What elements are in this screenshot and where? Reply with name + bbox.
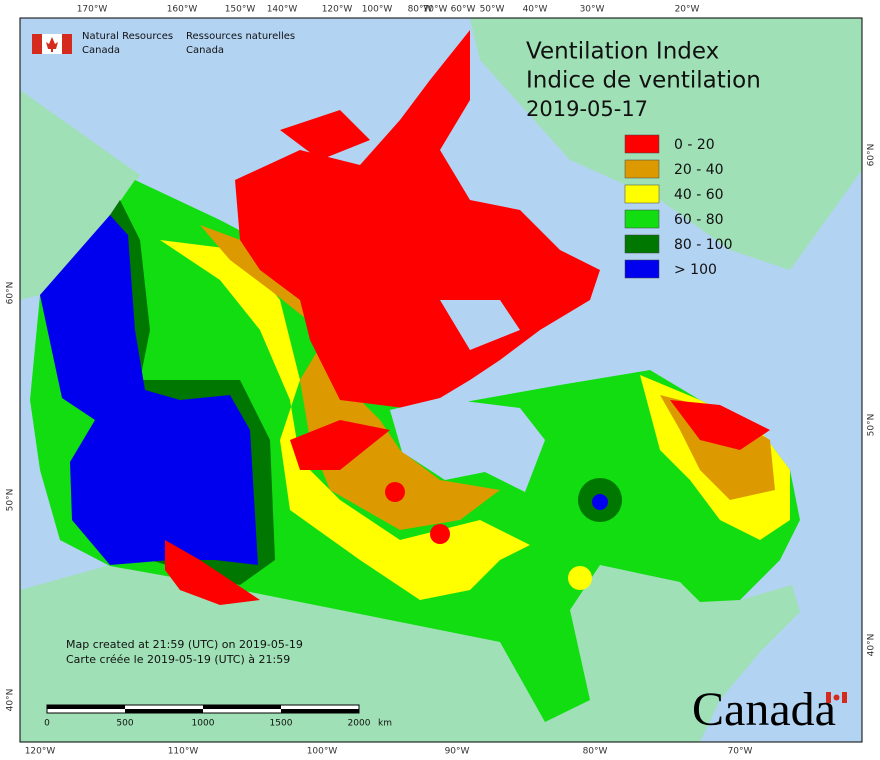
maple-leaf — [833, 694, 840, 701]
graticule-label: 70°W — [423, 5, 448, 15]
graticule-label: 100°W — [362, 5, 393, 15]
graticule-label: 120°W — [322, 5, 353, 15]
graticule-label: 70°W — [728, 747, 753, 757]
scale-unit: km — [378, 719, 392, 729]
flag-bar — [842, 692, 847, 703]
graticule-label: 20°W — [675, 5, 700, 15]
title-block: Ventilation Index Indice de ventilation 20… — [526, 39, 761, 122]
zone-20-40 — [200, 225, 500, 530]
scale-seg — [281, 709, 359, 713]
flag-bar — [62, 34, 72, 54]
zone-0-20-mid — [290, 420, 390, 470]
graticule-label: 100°W — [307, 747, 338, 757]
graticule-label: 120°W — [25, 747, 56, 757]
legend-swatch — [624, 234, 660, 254]
channel — [440, 300, 520, 350]
blob — [568, 566, 592, 590]
legend-label: 20 - 40 — [674, 162, 724, 178]
maple-leaf — [46, 37, 58, 52]
graticule-label: 80°W — [408, 5, 433, 15]
title-line: 2019-05-17 — [526, 97, 648, 121]
title-line: Indice de ventilation — [526, 68, 761, 94]
legend-label: 40 - 60 — [674, 187, 724, 203]
zone-0-20-east — [670, 400, 770, 450]
graticule-label: 60°N — [6, 282, 16, 305]
agency-fr: Canada — [186, 45, 224, 56]
scale-label: 1000 — [192, 719, 215, 729]
legend-label: 80 - 100 — [674, 237, 733, 253]
graticule-label: 50°N — [867, 414, 877, 437]
legend-swatch — [624, 134, 660, 154]
island — [280, 110, 370, 160]
graticule-label: 60°N — [867, 144, 877, 167]
credit-fr: Carte créée le 2019-05-19 (UTC) à 21:59 — [66, 653, 290, 666]
graticule-label: 90°W — [445, 747, 470, 757]
scale-label: 500 — [116, 719, 133, 729]
frame — [19, 17, 863, 743]
graticule-label: 150°W — [225, 5, 256, 15]
graticule-label: 160°W — [167, 5, 198, 15]
scale-bar: 0 500 1000 1500 2000 km — [44, 704, 392, 729]
zone-0-20-south — [165, 540, 260, 605]
agency-fr: Ressources naturelles — [186, 31, 295, 42]
wordmark-text: Canada — [692, 683, 836, 736]
legend: 0 - 20 20 - 40 40 - 60 60 - 80 80 - 100 > 100 — [624, 134, 733, 279]
greenland — [470, 18, 862, 270]
legend-label: > 100 — [674, 262, 717, 278]
legend-swatch — [624, 209, 660, 229]
flag-bar — [32, 34, 42, 54]
alaska — [20, 90, 140, 300]
graticule-label: 30°W — [580, 5, 605, 15]
zone-40-60 — [160, 240, 530, 600]
usa — [20, 565, 800, 742]
graticule-label: 40°N — [867, 634, 877, 657]
scale-label: 0 — [44, 719, 50, 729]
graticule-label: 80°W — [583, 747, 608, 757]
blob — [385, 482, 405, 502]
title-line: Ventilation Index — [526, 39, 719, 65]
credit-en: Map created at 21:59 (UTC) on 2019-05-19 — [66, 638, 303, 651]
scale-seg — [125, 709, 203, 713]
scale-seg — [47, 705, 125, 709]
flag-bar — [826, 692, 831, 703]
legend-label: 0 - 20 — [674, 137, 715, 153]
graticule-label: 50°W — [480, 5, 505, 15]
wordmark: Canada — [692, 683, 847, 736]
graticule-label: 170°W — [77, 5, 108, 15]
agency-en: Natural Resources — [82, 31, 173, 42]
legend-label: 60 - 80 — [674, 212, 724, 228]
legend-swatch — [624, 184, 660, 204]
graticule-label: 40°N — [6, 689, 16, 712]
legend-swatch — [624, 159, 660, 179]
scale-label: 1500 — [270, 719, 293, 729]
zone-100 — [40, 215, 258, 565]
scale-seg — [203, 705, 281, 709]
hudson-bay — [390, 398, 545, 492]
graticule-label: 50°N — [6, 489, 16, 512]
blob — [592, 494, 608, 510]
blob — [430, 524, 450, 544]
graticule-label: 40°W — [523, 5, 548, 15]
graticule-label: 60°W — [451, 5, 476, 15]
legend-swatch — [624, 259, 660, 279]
graticule-label: 110°W — [168, 747, 199, 757]
agency-en: Canada — [82, 45, 120, 56]
logo — [32, 34, 72, 54]
scale-label: 2000 — [348, 719, 371, 729]
graticule-label: 140°W — [267, 5, 298, 15]
